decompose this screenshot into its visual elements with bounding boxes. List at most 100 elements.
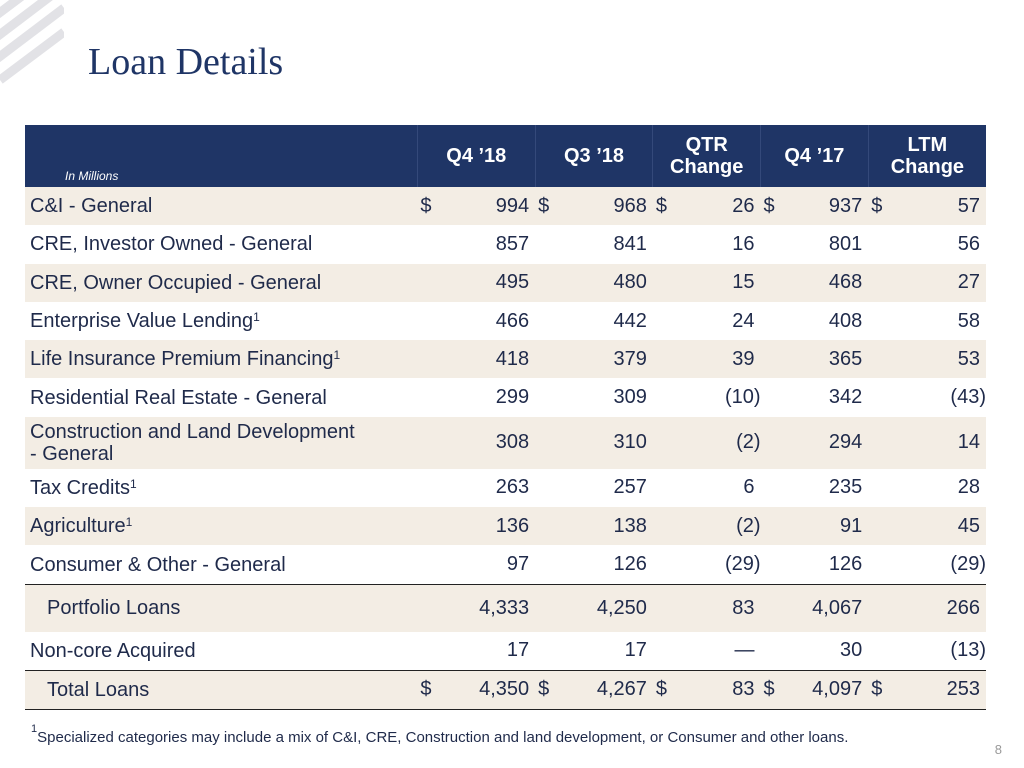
- value-q4-17: 235: [828, 476, 863, 499]
- footnote-marker: 1: [31, 723, 38, 735]
- currency-symbol: $: [868, 187, 895, 226]
- currency-symbol: $: [868, 669, 895, 710]
- value-q4-18: 308: [443, 416, 536, 469]
- table-row: Consumer & Other - General 97 126 (29) 1…: [25, 545, 986, 584]
- value-q4-18: 17: [506, 639, 530, 662]
- value-ltm-change: 58: [957, 309, 980, 332]
- value-q4-18: 263: [495, 476, 530, 499]
- currency-symbol: $: [760, 669, 787, 710]
- value-q4-17: 30: [839, 639, 863, 662]
- currency-symbol: $: [535, 669, 562, 710]
- row-label: CRE, Owner Occupied - General: [25, 263, 418, 302]
- value-ltm-change: 266: [894, 583, 986, 632]
- value-ltm-change: 14: [894, 416, 986, 469]
- value-q4-18: 299: [495, 386, 530, 409]
- row-label: Non-core Acquired: [30, 639, 196, 662]
- value-q3-18: 138: [561, 507, 653, 546]
- table-row: Construction and Land Development - Gene…: [25, 416, 986, 469]
- company-logo-icon: [0, 0, 64, 84]
- value-q4-17: 408: [828, 309, 863, 332]
- value-q4-18: 4,350: [443, 669, 536, 710]
- currency-symbol: $: [417, 187, 444, 226]
- value-q4-18: 495: [443, 263, 536, 302]
- header-q3-18: Q3 ’18: [534, 125, 653, 187]
- value-qtr-change: 83: [679, 669, 761, 710]
- value-ltm-change: 53: [894, 340, 986, 379]
- total-loans-row: Total Loans $ 4,350 $ 4,267 $ 83 $ 4,097…: [25, 669, 986, 710]
- value-qtr-change: 83: [679, 583, 761, 632]
- currency-symbol: $: [652, 669, 680, 710]
- value-q3-18: 379: [561, 340, 653, 379]
- row-label: CRE, Investor Owned - General: [30, 233, 313, 256]
- value-q4-18: 994: [443, 187, 536, 226]
- table-row: CRE, Investor Owned - General 857 841 16…: [25, 225, 986, 263]
- value-qtr-change: (10): [724, 386, 761, 409]
- value-q3-18: 480: [561, 263, 653, 302]
- value-q4-17: 801: [828, 232, 863, 255]
- row-label: Life Insurance Premium Financing1: [25, 340, 418, 379]
- value-q3-18: 126: [613, 553, 647, 576]
- value-q4-18: 97: [506, 553, 530, 576]
- currency-symbol: $: [535, 187, 562, 226]
- value-qtr-change: 24: [732, 309, 755, 332]
- table-row: Residential Real Estate - General 299 30…: [25, 378, 986, 416]
- value-qtr-change: 39: [679, 340, 761, 379]
- value-qtr-change: —: [734, 639, 755, 662]
- table-header: In Millions Q4 ’18 Q3 ’18 QTR Change Q4 …: [25, 125, 986, 187]
- footnote-marker: 1: [125, 515, 133, 530]
- table-row: Tax Credits1 263 257 6 235 28: [25, 469, 986, 507]
- value-qtr-change: 6: [743, 476, 755, 499]
- currency-symbol: $: [652, 187, 680, 226]
- row-label: Consumer & Other - General: [30, 553, 286, 576]
- value-ltm-change: (29): [950, 553, 986, 576]
- value-ltm-change: 28: [957, 476, 980, 499]
- value-q4-17: 91: [786, 507, 869, 546]
- footnote-marker: 1: [253, 310, 260, 325]
- table-row: Enterprise Value Lending1 466 442 24 408…: [25, 302, 986, 340]
- currency-symbol: $: [760, 187, 787, 226]
- header-q4-17: Q4 ’17: [760, 125, 869, 187]
- header-q4-18: Q4 ’18: [416, 125, 536, 187]
- footnote-marker: 1: [130, 476, 137, 491]
- noncore-acquired-row: Non-core Acquired 17 17 — 30 (13): [25, 632, 986, 671]
- value-qtr-change: (29): [724, 553, 761, 576]
- units-note: In Millions: [65, 169, 119, 183]
- value-qtr-change: (2): [679, 416, 761, 469]
- value-q4-18: 466: [495, 309, 530, 332]
- value-q4-18: 857: [495, 232, 530, 255]
- row-label: Total Loans: [25, 669, 418, 710]
- value-q4-17: 468: [786, 263, 869, 302]
- value-q3-18: 310: [561, 416, 653, 469]
- value-q4-17: 294: [786, 416, 869, 469]
- row-label: Agriculture1: [25, 507, 418, 546]
- footnote: 1Specialized categories may include a mi…: [31, 723, 848, 746]
- portfolio-loans-row: Portfolio Loans 4,333 4,250 83 4,067 266: [25, 583, 986, 632]
- value-qtr-change: (2): [679, 507, 761, 546]
- value-q4-17: 4,067: [786, 583, 869, 632]
- value-ltm-change: 253: [894, 669, 986, 710]
- value-ltm-change: 27: [894, 263, 986, 302]
- value-qtr-change: 15: [679, 263, 761, 302]
- value-q3-18: 442: [613, 309, 647, 332]
- row-label: Residential Real Estate - General: [30, 386, 327, 409]
- value-ltm-change: (13): [950, 639, 986, 662]
- value-q3-18: 17: [624, 639, 647, 662]
- value-ltm-change: 56: [957, 232, 980, 255]
- value-ltm-change: 45: [894, 507, 986, 546]
- value-q4-17: 126: [828, 553, 863, 576]
- row-label: Portfolio Loans: [25, 583, 418, 632]
- header-ltm-change: LTM Change: [867, 125, 986, 187]
- value-q3-18: 4,267: [561, 669, 653, 710]
- value-q4-18: 418: [443, 340, 536, 379]
- page-number: 8: [994, 742, 1002, 757]
- value-q3-18: 309: [613, 386, 647, 409]
- value-q4-17: 4,097: [786, 669, 869, 710]
- value-q4-17: 342: [828, 386, 863, 409]
- header-qtr-change: QTR Change: [652, 125, 761, 187]
- value-ltm-change: (43): [950, 386, 986, 409]
- row-label: C&I - General: [25, 187, 418, 226]
- table-row: CRE, Owner Occupied - General 495 480 15…: [25, 263, 986, 302]
- value-q4-17: 365: [786, 340, 869, 379]
- table-row: C&I - General $ 994 $ 968 $ 26 $ 937 $ 5…: [25, 187, 986, 226]
- value-q3-18: 257: [613, 476, 647, 499]
